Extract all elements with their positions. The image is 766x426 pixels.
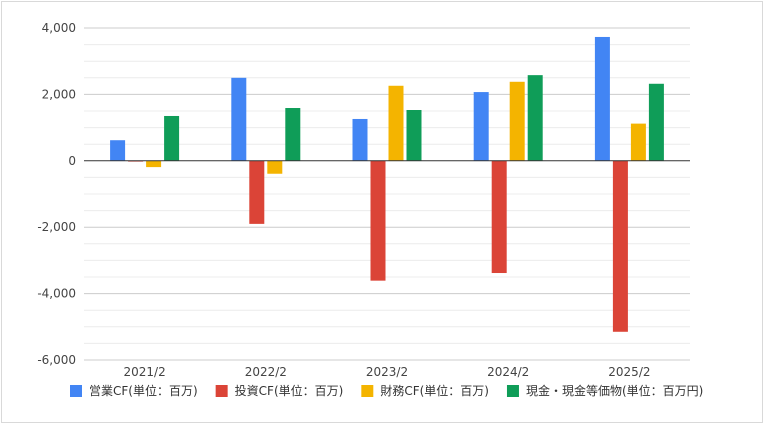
legend-swatch bbox=[215, 385, 228, 397]
bar bbox=[388, 85, 404, 161]
x-tick-label: 2024/2 bbox=[487, 365, 529, 379]
x-tick-label: 2025/2 bbox=[608, 365, 650, 379]
x-tick-label: 2023/2 bbox=[366, 365, 408, 379]
bar bbox=[648, 83, 664, 161]
bar bbox=[473, 92, 489, 161]
y-tick-label: -2,000 bbox=[37, 220, 76, 234]
y-tick-label: -4,000 bbox=[37, 287, 76, 301]
bar bbox=[594, 36, 610, 161]
bar bbox=[406, 110, 422, 161]
y-tick-label: 4,000 bbox=[42, 21, 76, 35]
bar bbox=[527, 75, 543, 161]
bar bbox=[491, 160, 507, 274]
bar bbox=[110, 140, 126, 161]
bar bbox=[285, 108, 301, 161]
legend-swatch bbox=[506, 385, 519, 397]
bar bbox=[164, 115, 180, 161]
bar bbox=[231, 77, 247, 161]
bar bbox=[249, 160, 265, 224]
x-axis-ticks: 2021/2 2022/2 2023/2 2024/2 2025/2 bbox=[123, 365, 650, 379]
legend-label: 財務CF(単位：百万) bbox=[380, 383, 489, 398]
y-tick-label: 2,000 bbox=[42, 87, 76, 101]
y-axis-ticks: 4,000 2,000 0 -2,000 -4,000 -6,000 bbox=[37, 21, 76, 367]
x-tick-label: 2021/2 bbox=[123, 365, 165, 379]
bars bbox=[110, 36, 664, 332]
legend-label: 現金・現金等価物(単位：百万円) bbox=[526, 383, 703, 398]
bar bbox=[509, 81, 525, 161]
x-tick-label: 2022/2 bbox=[245, 365, 287, 379]
y-tick-label: 0 bbox=[68, 154, 76, 168]
bar bbox=[612, 160, 628, 332]
gridlines bbox=[84, 27, 690, 361]
bar bbox=[370, 160, 386, 281]
legend-label: 投資CF(単位：百万) bbox=[235, 383, 344, 398]
legend-label: 営業CF(単位：百万) bbox=[89, 383, 198, 398]
bar bbox=[146, 160, 162, 168]
bar bbox=[352, 118, 368, 161]
bar bbox=[630, 123, 646, 161]
legend-swatch bbox=[361, 385, 374, 397]
bar bbox=[267, 160, 283, 174]
legend: 営業CF(単位：百万) 投資CF(単位：百万) 財務CF(単位：百万) 現金・現金等価… bbox=[70, 383, 703, 398]
y-tick-label: -6,000 bbox=[37, 353, 76, 367]
legend-swatch bbox=[70, 385, 82, 397]
